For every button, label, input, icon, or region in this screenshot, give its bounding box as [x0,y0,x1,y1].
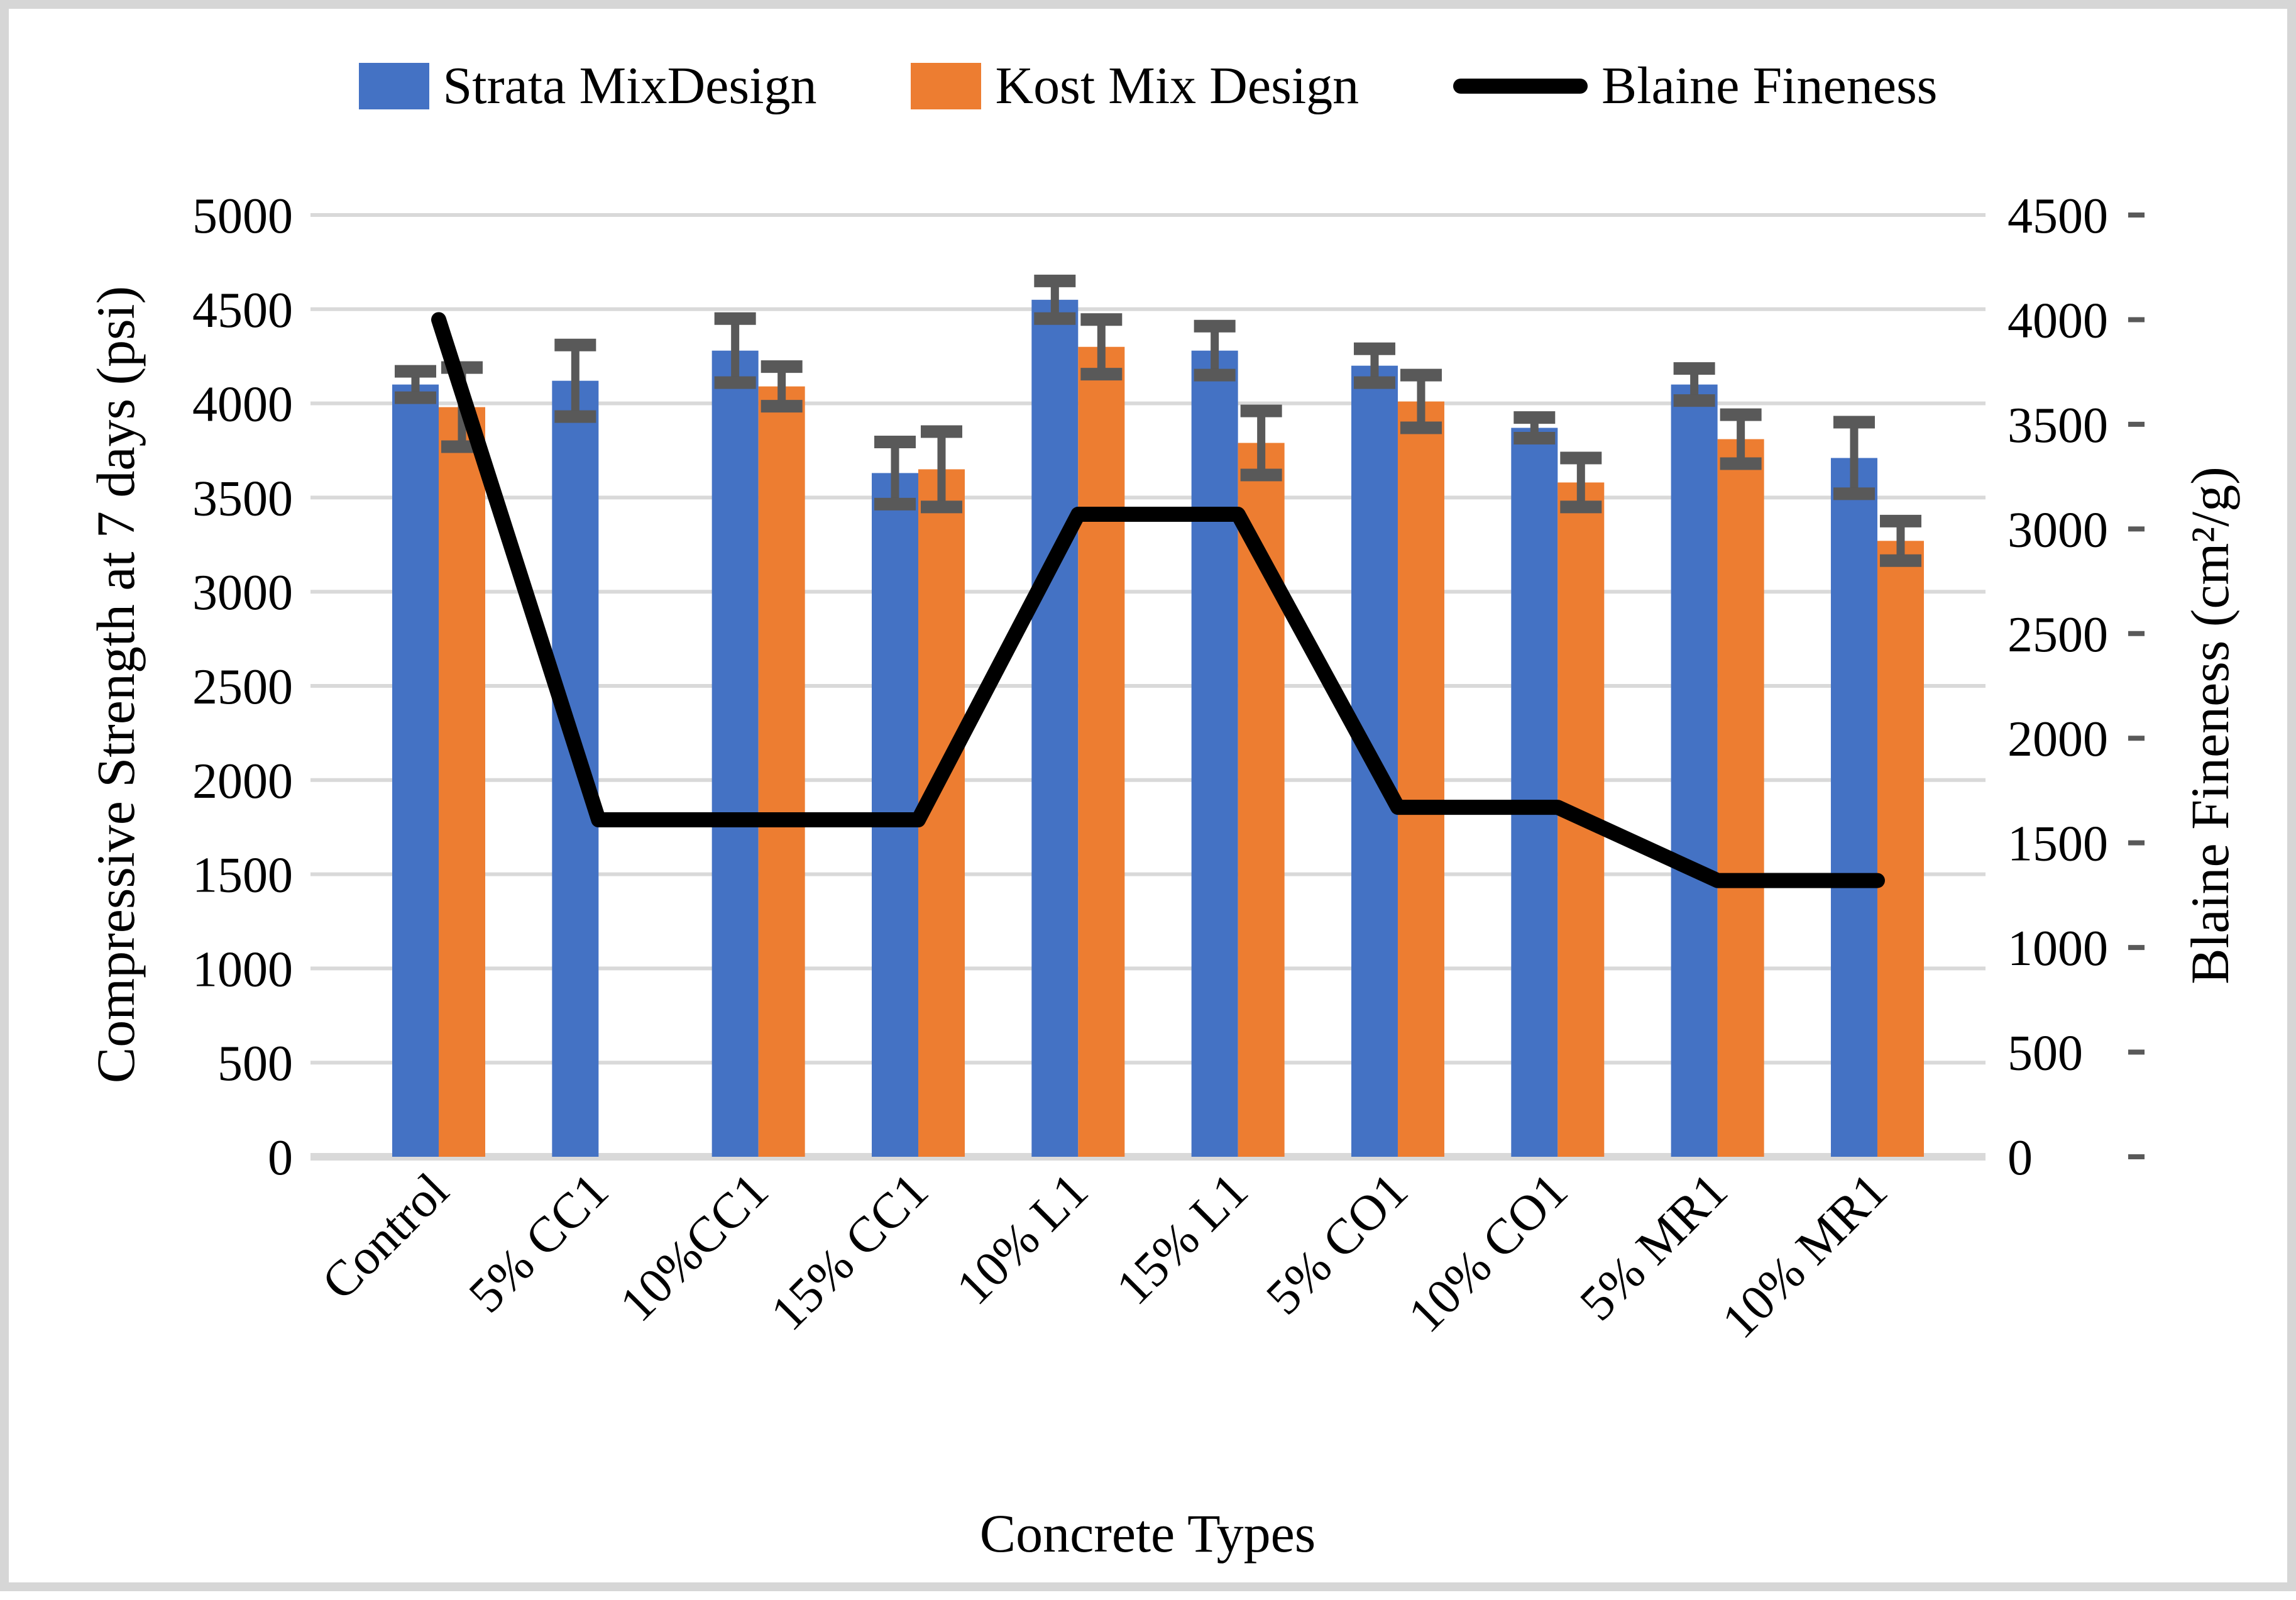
left-tick-label: 5000 [192,189,293,244]
legend: Strata MixDesign Kost Mix Design Blaine … [9,55,2287,116]
right-tick-label: 3500 [2008,398,2108,453]
right-tick-label: 1500 [2008,817,2108,872]
bar [712,351,759,1157]
right-tick-label: 2500 [2008,607,2108,663]
right-tick-label: 4000 [2008,293,2108,348]
left-tick-label: 1500 [192,848,293,903]
right-axis-title: Blaine Fineness (cm²/g) [2178,466,2241,985]
left-tick-label: 3000 [192,565,293,621]
blaine-line-swatch-icon [1453,79,1588,94]
left-tick-label: 500 [217,1036,293,1091]
right-tick-label: 0 [2008,1130,2033,1186]
left-tick-label: 1000 [192,942,293,997]
bar [1671,385,1718,1157]
right-tick-label: 3000 [2008,502,2108,558]
legend-label-strata: Strata MixDesign [443,55,817,116]
bar [1511,428,1557,1157]
category-label: Control [312,1163,459,1311]
category-label: 5% CO1 [1256,1163,1419,1326]
kost-bar-swatch-icon [911,63,981,109]
bar [1078,347,1124,1157]
category-label: 10% L1 [946,1163,1099,1316]
bar [1877,541,1924,1157]
right-tick-label: 1000 [2008,921,2108,976]
left-axis-title: Compressive Strength at 7 days (psi) [84,286,147,1083]
bar [1718,439,1764,1157]
category-label: 10% CO1 [1398,1163,1578,1343]
category-label: 10%CC1 [610,1163,779,1333]
right-tick-labels: 4500 4000 3500 3000 2500 2000 1500 1000 500 0 [2008,189,2108,1186]
strata-bar-swatch-icon [359,63,429,109]
left-tick-label: 3500 [192,471,293,526]
bars-strata [392,300,1877,1157]
bar [392,385,439,1157]
right-tick-label: 2000 [2008,712,2108,767]
bar [759,387,805,1157]
left-tick-label: 2000 [192,754,293,809]
plot-area-svg: 5000450040003500300025002000150010005000… [9,9,2296,1600]
bar [1031,300,1078,1157]
right-tick-label: 500 [2008,1026,2083,1081]
category-label: 5% CC1 [459,1163,620,1324]
bar [1831,458,1877,1157]
left-tick-label: 4500 [192,283,293,338]
bar [1192,351,1238,1157]
bar [1398,402,1444,1157]
right-tick-label: 4500 [2008,189,2108,244]
category-label: 15% L1 [1106,1163,1258,1316]
legend-item-kost: Kost Mix Design [911,55,1359,116]
left-tick-label: 4000 [192,377,293,433]
legend-item-blaine: Blaine Fineness [1453,55,1937,116]
bar [439,407,485,1157]
category-label: 10% MR1 [1711,1163,1898,1349]
right-axis-tick-marks [2128,215,2145,1157]
legend-item-strata: Strata MixDesign [359,55,817,116]
x-axis-title: Concrete Types [980,1502,1316,1565]
legend-label-blaine: Blaine Fineness [1601,55,1937,116]
left-tick-label: 0 [268,1130,293,1186]
category-label: 5% MR1 [1569,1163,1738,1332]
category-label: 15% CC1 [761,1163,939,1342]
left-tick-label: 2500 [192,659,293,715]
legend-label-kost: Kost Mix Design [995,55,1359,116]
